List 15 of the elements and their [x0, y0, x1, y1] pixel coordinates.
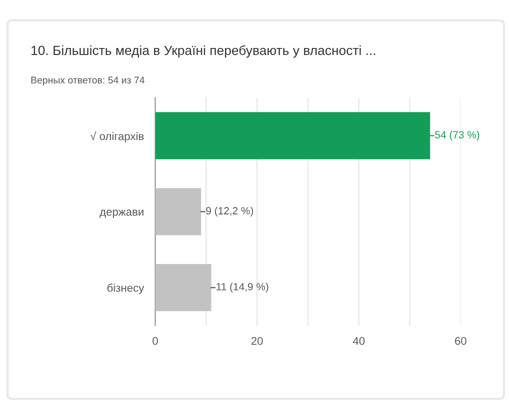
x-tick-label: 0	[152, 337, 158, 345]
x-tick-label: 20	[251, 337, 263, 345]
chart-subtitle: Верных ответов: 54 из 74	[31, 76, 144, 86]
bar	[155, 112, 430, 160]
y-tick-label: бізнесу	[107, 284, 144, 294]
x-tick-label: 60	[455, 337, 466, 345]
data-label: 11 (14,9 %)	[216, 282, 268, 292]
y-tick-label: держави	[100, 210, 144, 218]
bar	[155, 264, 212, 312]
data-label: 54 (73 %)	[435, 130, 480, 141]
x-tick-label: 40	[352, 337, 365, 345]
y-tick-label: √ олігархів	[90, 131, 144, 142]
data-label: 9 (12,2 %)	[206, 206, 254, 216]
bar	[155, 188, 202, 236]
chart-title: 10. Більшість медіа в Україні перебувають у власності ...	[32, 45, 376, 58]
